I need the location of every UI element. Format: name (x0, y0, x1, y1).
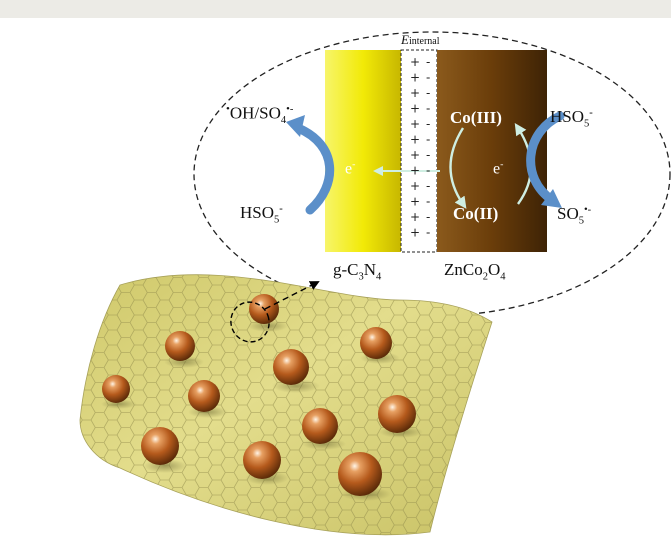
plus-sign: + (410, 164, 420, 178)
znco2o4-label: ZnCo2O4 (444, 260, 506, 283)
minus-sign: - (426, 179, 430, 193)
plus-sign: + (410, 117, 420, 131)
hso5-right-label: HSO5- (550, 107, 593, 130)
junction-region (400, 49, 438, 253)
left-activation-arrowhead (286, 115, 305, 137)
nanoparticle (302, 408, 338, 444)
electron-left-label: e- (345, 159, 356, 178)
nanoparticle (338, 452, 382, 496)
minus-sign: - (426, 133, 430, 147)
minus-sign: - (426, 148, 430, 162)
co-iii-label: Co(III) (450, 108, 502, 127)
radical-product-label: •OH/SO4•- (226, 103, 294, 127)
top-band (0, 0, 671, 18)
minus-sign: - (426, 102, 430, 116)
nanoparticle (273, 349, 309, 385)
nanoparticle (360, 327, 392, 359)
plus-sign: + (410, 86, 420, 100)
plus-sign: + (410, 210, 420, 224)
junction-charges: + -+ -+ -+ -+ -+ -+ -+ -+ -+ -+ -+ - (410, 55, 430, 240)
plus-sign: + (410, 226, 420, 240)
plus-sign: + (410, 148, 420, 162)
zno-nanoparticles (101, 294, 423, 501)
nanoparticle (243, 441, 281, 479)
hso5-left-label: HSO5- (240, 203, 283, 226)
minus-sign: - (426, 55, 430, 69)
minus-sign: - (426, 195, 430, 209)
plus-sign: + (410, 55, 420, 69)
zoom-circle (230, 301, 270, 343)
plus-sign: + (410, 133, 420, 147)
minus-sign: - (426, 71, 430, 85)
right-activation-arrowhead (541, 189, 562, 208)
gc3n4-label: g-C3N4 (333, 260, 382, 283)
minus-sign: - (426, 117, 430, 131)
gc3n4-block (325, 50, 401, 252)
minus-sign: - (426, 164, 430, 178)
minus-sign: - (426, 86, 430, 100)
nanoparticle (102, 375, 130, 403)
internal-field-label: Einternal (401, 32, 440, 47)
minus-sign: - (426, 210, 430, 224)
co-ii-label: Co(II) (453, 204, 499, 223)
plus-sign: + (410, 71, 420, 85)
nanoparticle (165, 331, 195, 361)
electron-right-label: e- (493, 159, 504, 178)
nanoparticle (188, 380, 220, 412)
so5-radical-label: SO5•- (557, 204, 592, 227)
plus-sign: + (410, 195, 420, 209)
minus-sign: - (426, 226, 430, 240)
gc3n4-sheet (79, 274, 493, 536)
plus-sign: + (410, 102, 420, 116)
plus-sign: + (410, 179, 420, 193)
left-activation-arrow (293, 123, 335, 215)
nanoparticle (141, 427, 179, 465)
right-activation-arrow (526, 111, 565, 205)
co-reduction-arc (449, 127, 467, 209)
nanoparticle (378, 395, 416, 433)
